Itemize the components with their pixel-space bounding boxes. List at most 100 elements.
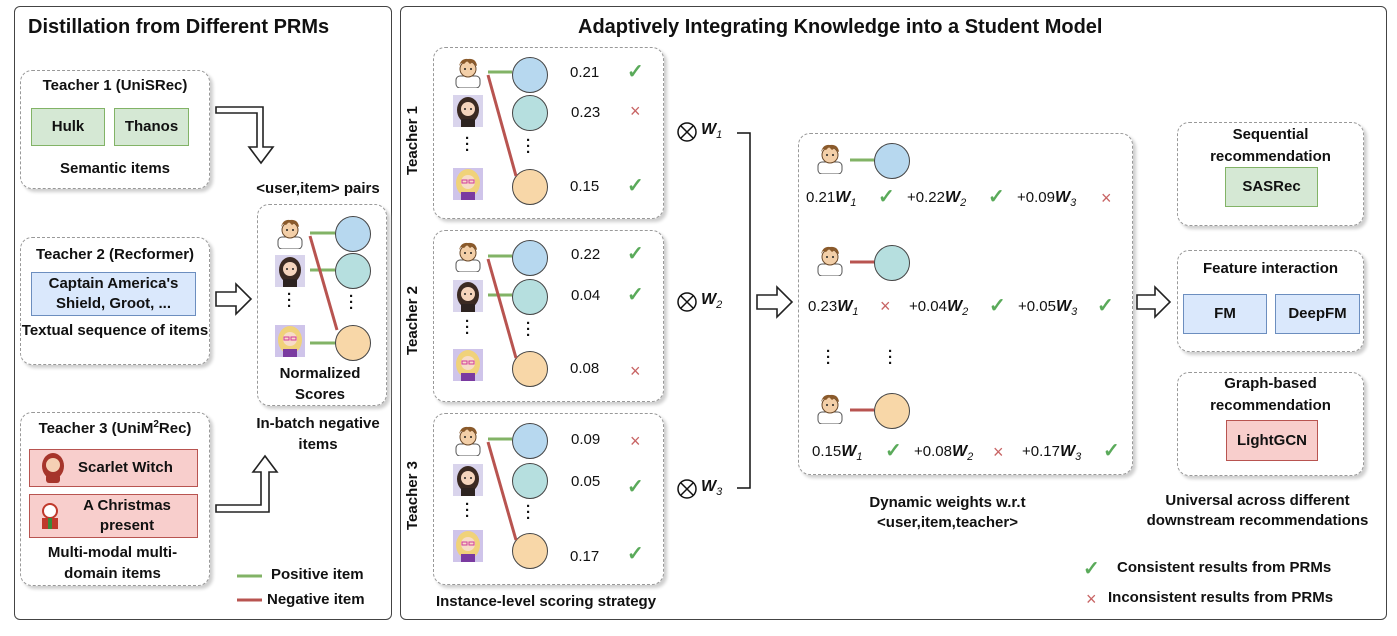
item-node [874, 245, 910, 281]
cross-icon: × [1101, 188, 1112, 208]
avatar-male-icon [815, 142, 845, 175]
avatar-male-icon [453, 56, 483, 89]
check-icon: ✓ [627, 284, 644, 306]
dynamic-caption: Dynamic weights w.r.t <user,item,teacher… [869, 494, 1026, 531]
check-icon: ✓ [1103, 440, 1120, 462]
negative-edge [486, 441, 518, 541]
score: 0.17 [570, 548, 600, 565]
ellipsis-dots: · · · [287, 286, 292, 315]
ellipsis-dots: · · · [526, 315, 531, 344]
legend-consistent-label: Consistent results from PRMs [1117, 559, 1332, 576]
check-icon: ✓ [627, 175, 644, 197]
dynamic-term: 0.23W1 [808, 298, 859, 318]
hollow-arrow-icon [1136, 285, 1172, 319]
item-shield-groot: Captain America's Shield, Groot, ... [31, 272, 196, 316]
score: 0.23 [571, 104, 601, 121]
item-node [512, 279, 548, 315]
item-node [512, 533, 548, 569]
item-thanos: Thanos [114, 108, 189, 146]
ellipsis-dots: · · · [526, 132, 531, 161]
hollow-arrow-icon [215, 106, 275, 165]
weight-w2: W2 [701, 291, 723, 311]
tensor-product-icon [677, 122, 697, 499]
dynamic-term: 0.15W1 [812, 443, 863, 463]
legend-negative-label: Negative item [267, 591, 365, 608]
hollow-arrow-icon [215, 282, 253, 316]
sequential-title: Sequential recommendation [1210, 126, 1331, 165]
weight-w3: W3 [701, 478, 723, 498]
negative-edge [486, 74, 518, 177]
left-panel-title: Distillation from Different PRMs [28, 16, 330, 38]
model-fm: FM [1183, 294, 1267, 334]
weight-bracket [737, 132, 751, 489]
check-icon: ✓ [885, 440, 902, 462]
ellipsis-dots: · · · [888, 343, 893, 372]
item-christmas-present: A Christmas present [29, 494, 198, 538]
ellipsis-dots: · · · [826, 343, 831, 372]
item-scarlet-witch: Scarlet Witch [29, 449, 198, 487]
dynamic-term: +0.08W2 [914, 443, 974, 463]
avatar-female-icon [453, 464, 483, 496]
avatar-blonde-icon [453, 349, 483, 381]
check-icon: ✓ [1097, 295, 1114, 317]
hollow-arrow-icon [756, 285, 794, 319]
legend-inconsistent-label: Inconsistent results from PRMs [1108, 589, 1334, 606]
cross-icon: × [993, 442, 1004, 462]
teacher3-title: Teacher 3 (UniM2Rec) [38, 419, 192, 437]
item-node [512, 423, 548, 459]
dynamic-term: +0.05W3 [1018, 298, 1078, 318]
item-node [512, 240, 548, 276]
feature-title: Feature interaction [1202, 260, 1339, 277]
check-icon: ✓ [627, 61, 644, 83]
check-icon: ✓ [627, 543, 644, 565]
dynamic-term: 0.21W1 [806, 189, 857, 209]
cross-icon: × [630, 361, 641, 381]
item-node [874, 393, 910, 429]
dynamic-term: +0.09W3 [1017, 189, 1077, 209]
check-icon: ✓ [989, 295, 1006, 317]
normalized-scores-label: Normalized Scores [279, 365, 361, 403]
avatar-blonde-icon [453, 168, 483, 200]
negative-edge [308, 235, 339, 331]
teacher3-caption: Multi-modal multi-domain items [47, 544, 178, 582]
teacher2-title: Teacher 2 (Recformer) [35, 246, 195, 263]
ellipsis-dots: · · · [465, 496, 470, 525]
ellipsis-dots: · · · [349, 288, 354, 317]
downstream-caption: Universal across different downstream re… [1146, 492, 1369, 529]
check-icon: ✓ [988, 186, 1005, 208]
dynamic-term: +0.17W3 [1022, 443, 1082, 463]
item-node [512, 57, 548, 93]
model-lightgcn: LightGCN [1226, 420, 1318, 461]
graph-title: Graph-based recommendation [1210, 375, 1331, 414]
negative-edge [486, 258, 518, 359]
score: 0.05 [571, 473, 601, 490]
score: 0.15 [570, 178, 600, 195]
model-sasrec: SASRec [1225, 167, 1318, 207]
legend-positive-label: Positive item [271, 566, 364, 583]
hollow-arrow-icon [215, 454, 279, 513]
check-icon: ✓ [627, 476, 644, 498]
score: 0.08 [570, 360, 600, 377]
item-node [335, 325, 371, 361]
ellipsis-dots: · · · [526, 498, 531, 527]
item-node [874, 143, 910, 179]
right-panel-title: Adaptively Integrating Knowledge into a … [578, 16, 1103, 38]
item-hulk: Hulk [31, 108, 105, 146]
inbatch-negative-label: In-batch negative items [256, 415, 380, 453]
avatar-blonde-icon [275, 325, 305, 357]
teacher2-caption: Textual sequence of items [21, 322, 209, 339]
avatar-male-icon [275, 217, 305, 250]
model-deepfm: DeepFM [1275, 294, 1360, 334]
score: 0.22 [571, 246, 601, 263]
avatar-male-icon [453, 240, 483, 273]
ellipsis-dots: · · · [465, 313, 470, 342]
pairs-label: <user,item> pairs [256, 180, 380, 197]
weight-w1: W1 [701, 121, 723, 141]
item-node [512, 169, 548, 205]
check-icon: ✓ [1083, 558, 1100, 580]
